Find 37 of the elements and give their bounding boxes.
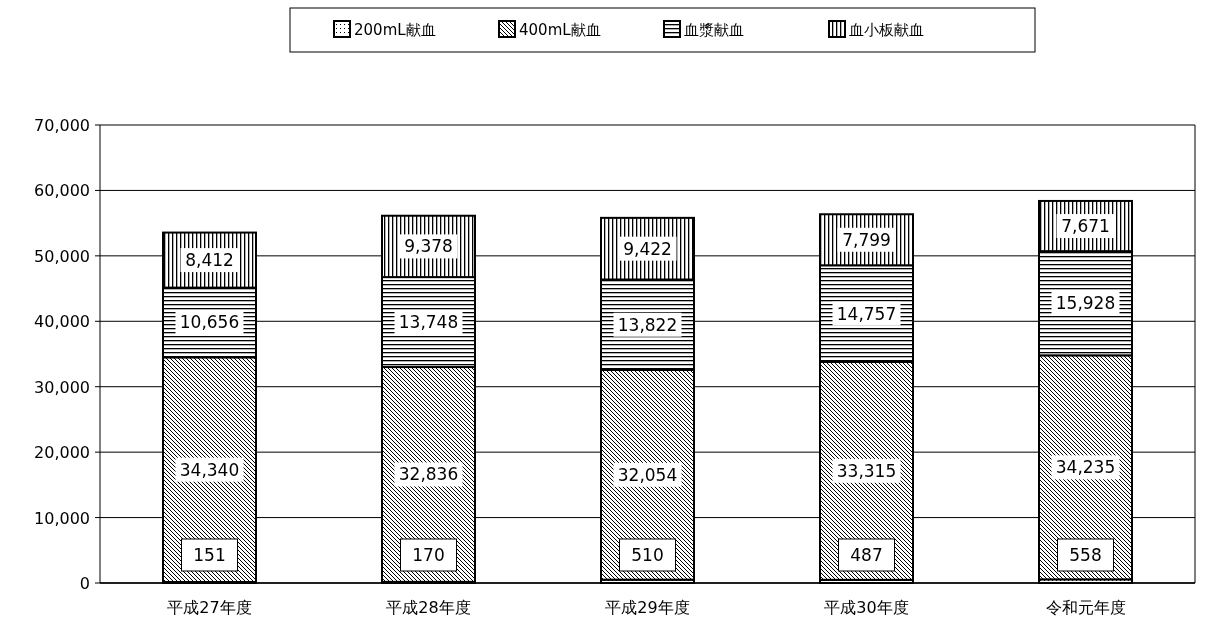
x-tick-label: 平成30年度 xyxy=(824,598,909,617)
y-tick-label: 40,000 xyxy=(34,312,90,332)
y-tick-label: 10,000 xyxy=(34,508,90,528)
data-label: 15,928 xyxy=(1055,293,1116,314)
x-tick-label: 令和元年度 xyxy=(1045,598,1126,617)
legend-label: 血小板献血 xyxy=(849,21,924,39)
y-tick-label: 20,000 xyxy=(34,443,90,463)
data-label: 10,656 xyxy=(179,312,240,333)
data-label: 8,412 xyxy=(185,250,234,271)
data-label: 34,340 xyxy=(179,459,240,480)
x-tick-label: 平成28年度 xyxy=(386,598,471,617)
data-label: 32,054 xyxy=(617,464,678,485)
data-label: 13,748 xyxy=(398,312,459,333)
data-label: 32,836 xyxy=(398,464,459,485)
data-label: 487 xyxy=(850,545,883,565)
data-label: 34,235 xyxy=(1055,457,1116,478)
data-label: 151 xyxy=(193,545,226,565)
data-label: 9,378 xyxy=(404,236,453,257)
data-label: 13,822 xyxy=(617,314,678,335)
legend-label: 400mL献血 xyxy=(519,21,601,39)
data-label: 9,422 xyxy=(623,238,672,259)
data-label: 14,757 xyxy=(836,303,897,324)
data-label: 7,671 xyxy=(1061,216,1110,237)
data-label: 33,315 xyxy=(836,460,897,481)
data-label: 510 xyxy=(631,545,664,565)
y-tick-label: 50,000 xyxy=(34,246,90,266)
legend-label: 200mL献血 xyxy=(354,21,436,39)
data-label: 558 xyxy=(1069,545,1102,565)
y-tick-label: 70,000 xyxy=(34,116,90,135)
y-tick-label: 0 xyxy=(79,574,90,593)
y-tick-label: 60,000 xyxy=(34,181,90,201)
x-tick-label: 平成27年度 xyxy=(167,598,252,617)
x-tick-label: 平成29年度 xyxy=(605,598,690,617)
y-tick-label: 30,000 xyxy=(34,377,90,397)
data-label: 170 xyxy=(412,545,445,565)
data-label: 7,799 xyxy=(842,229,891,250)
legend-label: 血漿献血 xyxy=(684,21,744,39)
